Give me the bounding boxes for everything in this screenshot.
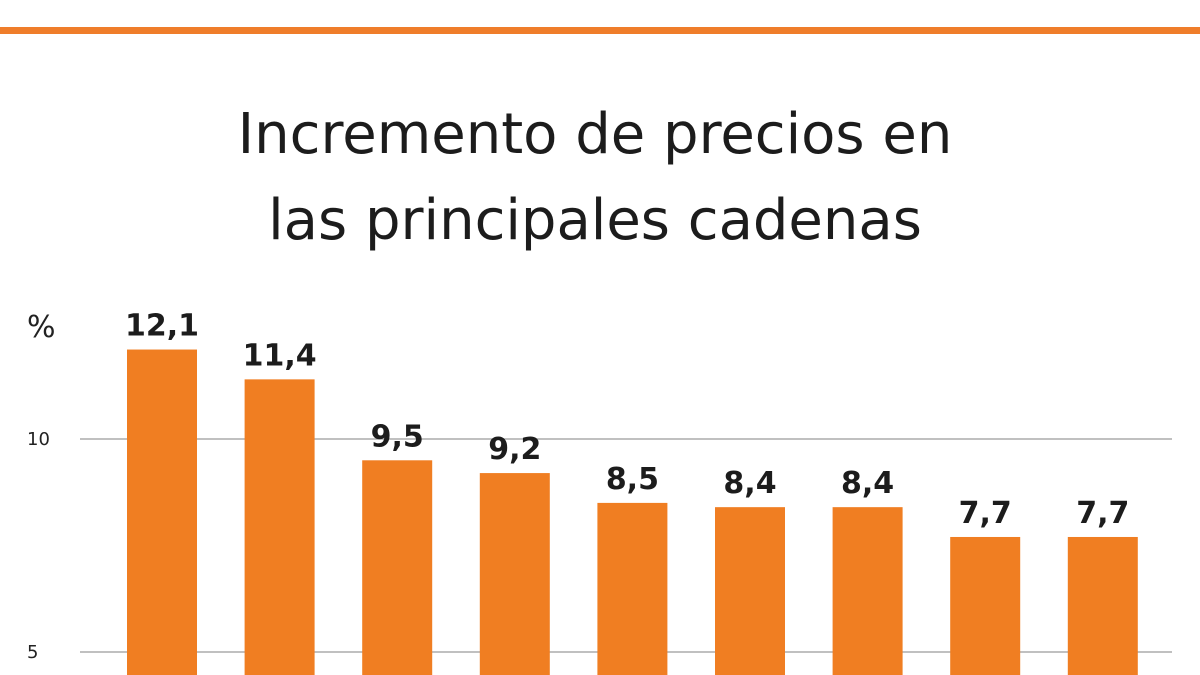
bar-value-label-7: 8,4 — [841, 466, 894, 501]
bar-value-label-5: 8,5 — [606, 462, 659, 497]
bar-5 — [597, 502, 668, 675]
bar-value-label-9: 7,7 — [1076, 496, 1129, 531]
bar-3 — [362, 460, 433, 675]
y-tick-label-10: 10 — [27, 429, 50, 450]
bar-value-label-1: 12,1 — [125, 309, 199, 344]
bar-value-label-8: 7,7 — [959, 496, 1012, 531]
y-axis-unit-label: % — [27, 310, 56, 345]
top-accent-rule — [0, 27, 1200, 34]
bar-1 — [127, 349, 197, 675]
bar-4 — [479, 473, 550, 675]
bar-value-label-6: 8,4 — [723, 466, 776, 501]
bar-7 — [832, 507, 903, 675]
bar-8 — [950, 536, 1021, 675]
bar-6 — [715, 507, 785, 675]
chart-title: Incremento de precios en las principales… — [0, 92, 1190, 264]
chart-title-line-1: Incremento de precios en — [237, 102, 953, 167]
bar-2 — [244, 379, 315, 675]
bar-value-label-3: 9,5 — [371, 419, 424, 454]
bar-9 — [1067, 536, 1138, 675]
bar-value-label-2: 11,4 — [243, 338, 317, 373]
chart-title-line-2: las principales cadenas — [268, 188, 922, 253]
bar-value-label-4: 9,2 — [488, 432, 541, 467]
y-tick-label-5: 5 — [27, 642, 38, 663]
